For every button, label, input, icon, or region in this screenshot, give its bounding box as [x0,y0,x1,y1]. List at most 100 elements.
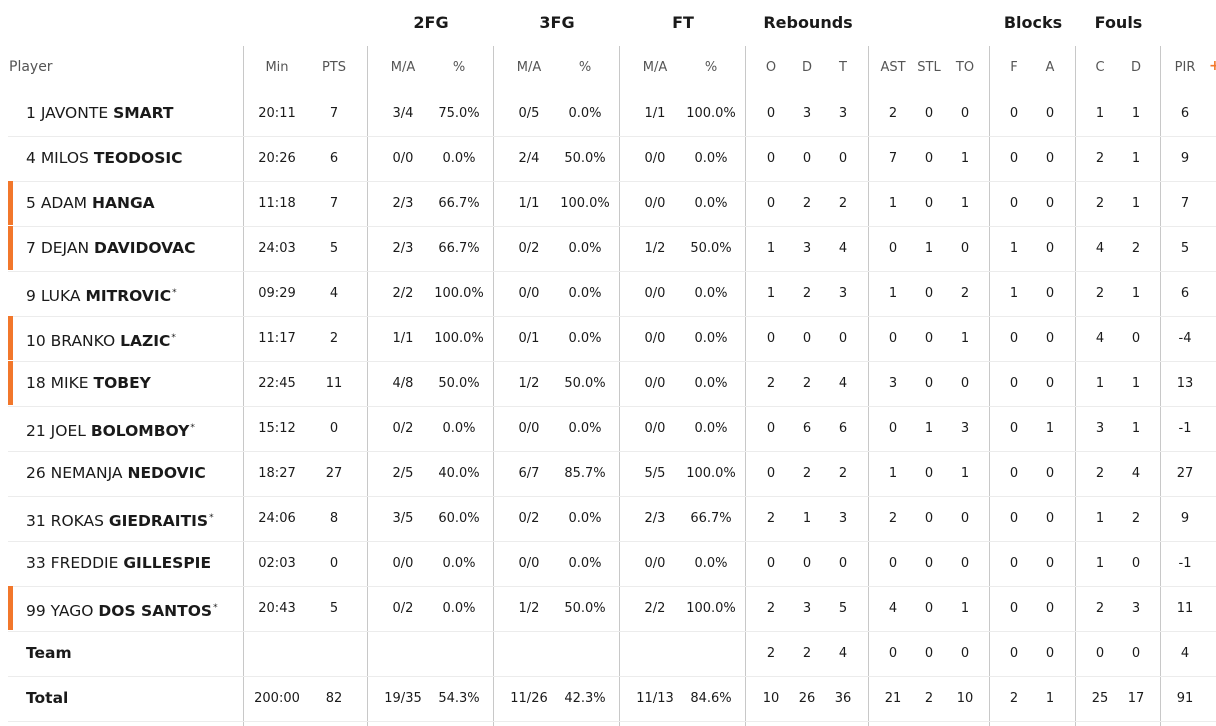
stat-foul-d: 0 [1131,646,1141,661]
stat-fg2-ma: 2/2 [392,286,414,301]
column-header-pts[interactable]: PTS [321,60,347,75]
stat-to: 1 [960,331,970,346]
player-name-link[interactable]: 18 MIKE TOBEY [26,361,151,406]
player-name-link[interactable]: 99 YAGO DOS SANTOS* [26,586,218,631]
column-header-stl[interactable]: STL [917,60,941,75]
player-name-link[interactable]: 26 NEMANJA NEDOVIC [26,451,206,496]
column-header-ft-ma[interactable]: M/A [642,60,668,75]
player-name-link[interactable]: 33 FREDDIE GILLESPIE [26,541,211,586]
stat-fg3-pct: 0.0% [568,556,602,571]
player-number: 10 [26,332,46,350]
column-header-min[interactable]: Min [265,60,289,75]
stat-fg2-pct: 60.0% [438,511,480,526]
player-last-name: TEODOSIC [93,149,183,167]
column-header-fg2-ma[interactable]: M/A [390,60,416,75]
player-name-link[interactable]: 7 DEJAN DAVIDOVAC [26,226,196,271]
team-row-label: Team [26,644,72,662]
column-header-fg3-ma[interactable]: M/A [516,60,542,75]
column-header-reb-o[interactable]: O [765,60,777,75]
stat-ast: 0 [888,241,898,256]
player-last-name: GIEDRAITIS [108,512,209,530]
column-header-foul-c[interactable]: C [1095,60,1105,75]
player-mark: * [172,288,177,298]
stat-reb-o: 0 [766,106,776,121]
stat-blk-f: 1 [1009,241,1019,256]
stat-reb-o: 2 [766,601,776,616]
stat-foul-d: 1 [1131,151,1141,166]
row-divider [8,631,1216,632]
stat-stl: 0 [924,376,934,391]
column-header-pir[interactable]: PIR [1174,60,1196,75]
column-header-reb-d[interactable]: D [801,60,812,75]
stat-fg2-ma: 0/2 [392,421,414,436]
stat-ft-pct: 0.0% [694,196,728,211]
stat-ft-ma: 2/2 [644,601,666,616]
column-header-fg3-pct[interactable]: % [578,60,592,75]
stat-foul-d: 17 [1127,691,1145,706]
stat-pts: 5 [329,241,339,256]
stat-blk-a: 0 [1045,241,1055,256]
stat-ft-pct: 0.0% [694,421,728,436]
stat-fg3-ma: 0/2 [518,511,540,526]
stat-reb-d: 3 [802,601,812,616]
stat-ft-pct: 0.0% [694,376,728,391]
stat-fg3-pct: 0.0% [568,331,602,346]
player-name-link[interactable]: 1 JAVONTE SMART [26,91,173,136]
stat-ft-pct: 100.0% [686,601,736,616]
column-header-reb-t[interactable]: T [839,60,847,75]
column-header-blk-a[interactable]: A [1045,60,1055,75]
stat-reb-t: 4 [838,376,848,391]
player-last-name: HANGA [92,194,155,212]
add-column-icon[interactable]: + [1209,58,1216,74]
player-name-link[interactable]: 9 LUKA MITROVIC* [26,271,177,316]
stat-blk-f: 0 [1009,601,1019,616]
stat-min: 18:27 [258,466,296,481]
player-first-name: JOEL [50,422,86,440]
row-divider [8,406,1216,407]
column-header-ft-pct[interactable]: % [704,60,718,75]
stat-reb-d: 2 [802,376,812,391]
column-header-foul-d[interactable]: D [1130,60,1141,75]
starter-indicator [8,181,13,225]
stat-foul-d: 1 [1131,421,1141,436]
player-name-link[interactable]: 4 MILOS TEODOSIC [26,136,183,181]
stat-stl: 0 [924,556,934,571]
row-divider [8,136,1216,137]
stat-foul-d: 1 [1131,106,1141,121]
column-header-blk-f[interactable]: F [1010,60,1018,75]
stat-blk-a: 1 [1045,691,1055,706]
row-divider [8,676,1216,677]
stat-fg3-ma: 0/0 [518,286,540,301]
column-header-fg2-pct[interactable]: % [452,60,466,75]
player-last-name: TOBEY [93,374,151,392]
player-name-link[interactable]: 10 BRANKO LAZIC* [26,316,176,361]
stat-ft-pct: 0.0% [694,556,728,571]
stat-fg3-pct: 50.0% [564,151,606,166]
stat-stl: 0 [924,511,934,526]
stat-reb-o: 2 [766,646,776,661]
stat-blk-f: 0 [1009,331,1019,346]
stat-to: 0 [960,511,970,526]
stat-ft-ma: 0/0 [644,196,666,211]
group-header-2fg: 2FG [413,13,449,32]
column-header-ast[interactable]: AST [880,60,906,75]
column-header-player[interactable]: Player [9,59,53,75]
column-header-to[interactable]: TO [955,60,975,75]
stat-reb-t: 2 [838,196,848,211]
player-first-name: MIKE [50,374,89,392]
player-name-link[interactable]: 5 ADAM HANGA [26,181,155,226]
stat-foul-c: 4 [1095,241,1105,256]
stat-foul-d: 2 [1131,511,1141,526]
stat-pts: 11 [325,376,343,391]
stat-reb-t: 2 [838,466,848,481]
stat-reb-t: 5 [838,601,848,616]
stat-blk-a: 0 [1045,151,1055,166]
player-name-link[interactable]: 21 JOEL BOLOMBOY* [26,406,195,451]
player-last-name: DAVIDOVAC [93,239,196,257]
stat-pir: -4 [1178,331,1192,346]
stat-reb-d: 2 [802,646,812,661]
player-name-link[interactable]: 31 ROKAS GIEDRAITIS* [26,496,214,541]
stat-stl: 0 [924,151,934,166]
stat-stl: 2 [924,691,934,706]
